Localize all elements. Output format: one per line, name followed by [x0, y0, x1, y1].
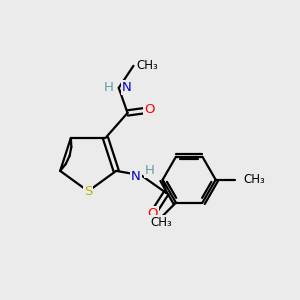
Text: O: O — [144, 103, 155, 116]
Text: CH₃: CH₃ — [136, 59, 158, 72]
Text: O: O — [148, 207, 158, 220]
Text: H: H — [145, 164, 154, 177]
Text: N: N — [131, 170, 141, 183]
Text: CH₃: CH₃ — [243, 173, 265, 186]
Text: H: H — [103, 81, 113, 94]
Text: S: S — [84, 185, 92, 198]
Text: N: N — [122, 81, 131, 94]
Text: CH₃: CH₃ — [150, 216, 172, 229]
